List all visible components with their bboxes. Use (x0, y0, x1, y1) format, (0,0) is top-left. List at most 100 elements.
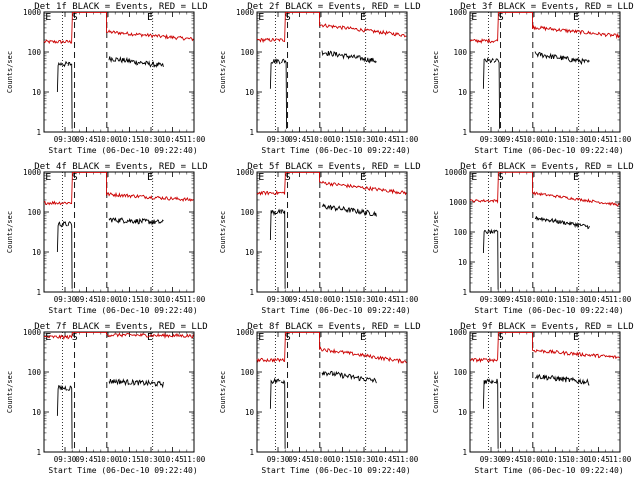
events-series-line (321, 50, 377, 64)
event-marker-label: E (258, 172, 264, 183)
plot-frame (43, 171, 195, 293)
events-series-line (482, 378, 494, 409)
event-marker-label: E (147, 12, 153, 23)
x-tick-label: 10:00 (97, 455, 120, 464)
x-tick-label: 10:30 (140, 455, 163, 464)
chart-panel-4: Det 4f BLACK = Events, RED = LLD 1 10 100 10… (6, 162, 208, 315)
x-tick-label: 09:30 (54, 295, 77, 304)
x-tick-label: 10:00 (523, 295, 546, 304)
x-tick-label: 10:15 (544, 455, 567, 464)
x-tick-label: 09:30 (54, 455, 77, 464)
x-tick-label: 10:00 (523, 135, 546, 144)
y-tick-label: 100 (27, 208, 41, 217)
y-axis-label: Counts/sec (219, 371, 227, 413)
y-tick-label: 100 (453, 48, 467, 57)
events-series-line (108, 378, 164, 389)
x-tick-label: 09:45 (288, 295, 311, 304)
y-axis-label: Counts/sec (432, 51, 440, 93)
x-axis-label: Start Time (06-Dec-10 09:22:40) (474, 466, 623, 475)
x-axis-label: Start Time (06-Dec-10 09:22:40) (48, 466, 197, 475)
x-tick-label: 11:00 (183, 455, 206, 464)
x-tick-label: 10:30 (353, 295, 376, 304)
x-tick-label: 09:30 (480, 295, 503, 304)
y-axis-label: Counts/sec (219, 51, 227, 93)
events-series-line (67, 61, 73, 129)
lld-series-line (43, 11, 194, 45)
y-tick-label: 100 (240, 208, 254, 217)
x-tick-label: 09:45 (501, 135, 524, 144)
chart-panel-2: Det 2f BLACK = Events, RED = LLD 1 10 100 10… (219, 2, 421, 155)
chart-panel-1: Det 1f BLACK = Events, RED = LLD 1 10 100 10… (6, 2, 208, 155)
x-axis-label: Start Time (06-Dec-10 09:22:40) (261, 466, 410, 475)
plot-frame (256, 11, 408, 133)
events-series-line (67, 385, 73, 449)
y-tick-label: 1 (462, 288, 467, 297)
y-tick-label: 10 (458, 88, 468, 97)
x-tick-label: 10:45 (161, 455, 184, 464)
lld-series-line (469, 171, 620, 207)
plot-frame (43, 331, 195, 453)
events-series-line (321, 370, 377, 384)
y-tick-label: 10000 (444, 168, 467, 177)
chart-title: Det 8f BLACK = Events, RED = LLD (247, 322, 420, 332)
x-tick-label: 09:45 (288, 135, 311, 144)
x-tick-label: 10:45 (161, 295, 184, 304)
event-marker-label: E (45, 172, 51, 183)
events-series-line (67, 221, 73, 289)
y-tick-label: 1 (249, 128, 254, 137)
event-marker-label: E (573, 332, 579, 343)
x-tick-label: 10:15 (544, 295, 567, 304)
events-series-line (108, 55, 164, 68)
lld-series-line (256, 331, 407, 365)
events-series-line (269, 58, 281, 89)
events-series-line (280, 58, 288, 129)
x-tick-label: 10:15 (118, 455, 141, 464)
plot-frame (43, 11, 195, 133)
event-marker-label: E (258, 12, 264, 23)
y-tick-label: 1000 (23, 328, 42, 337)
chart-title: Det 1f BLACK = Events, RED = LLD (34, 2, 207, 12)
y-tick-label: 10 (245, 88, 255, 97)
x-tick-label: 09:30 (267, 135, 290, 144)
x-tick-label: 10:15 (118, 135, 141, 144)
y-tick-label: 10 (245, 248, 255, 257)
chart-panel-6: Det 6f BLACK = Events, RED = LLD 1 10 100 10… (432, 162, 634, 315)
event-marker-label: E (573, 172, 579, 183)
x-tick-label: 11:00 (183, 135, 206, 144)
y-tick-label: 1 (249, 448, 254, 457)
event-marker-label: S (72, 172, 78, 183)
y-tick-label: 10 (32, 408, 42, 417)
events-series-line (493, 378, 499, 449)
y-tick-label: 10 (458, 258, 468, 267)
x-tick-label: 10:30 (140, 295, 163, 304)
x-tick-label: 10:00 (310, 295, 333, 304)
events-series-line (280, 209, 286, 289)
x-tick-label: 09:30 (267, 455, 290, 464)
x-tick-label: 10:15 (331, 455, 354, 464)
x-tick-label: 09:45 (75, 295, 98, 304)
y-tick-label: 10 (32, 88, 42, 97)
y-tick-label: 10 (32, 248, 42, 257)
x-tick-label: 10:00 (97, 295, 120, 304)
x-tick-label: 10:45 (587, 295, 610, 304)
events-series-line (534, 373, 590, 386)
x-axis-label: Start Time (06-Dec-10 09:22:40) (474, 306, 623, 315)
y-tick-label: 10 (458, 408, 468, 417)
chart-panel-7: Det 7f BLACK = Events, RED = LLD 1 10 100 10… (6, 322, 208, 475)
x-tick-label: 10:45 (587, 135, 610, 144)
y-axis-label: Counts/sec (6, 51, 14, 93)
x-tick-label: 10:15 (331, 295, 354, 304)
x-axis-label: Start Time (06-Dec-10 09:22:40) (48, 306, 197, 315)
y-tick-label: 100 (453, 228, 467, 237)
event-marker-label: S (498, 332, 504, 343)
y-tick-label: 1000 (449, 198, 468, 207)
y-axis-label: Counts/sec (6, 211, 14, 253)
x-tick-label: 11:00 (609, 295, 632, 304)
x-tick-label: 09:45 (288, 455, 311, 464)
lld-series-line (43, 331, 194, 341)
x-tick-label: 10:30 (566, 135, 589, 144)
x-tick-label: 10:30 (140, 135, 163, 144)
event-marker-label: E (45, 12, 51, 23)
events-series-line (493, 229, 499, 290)
